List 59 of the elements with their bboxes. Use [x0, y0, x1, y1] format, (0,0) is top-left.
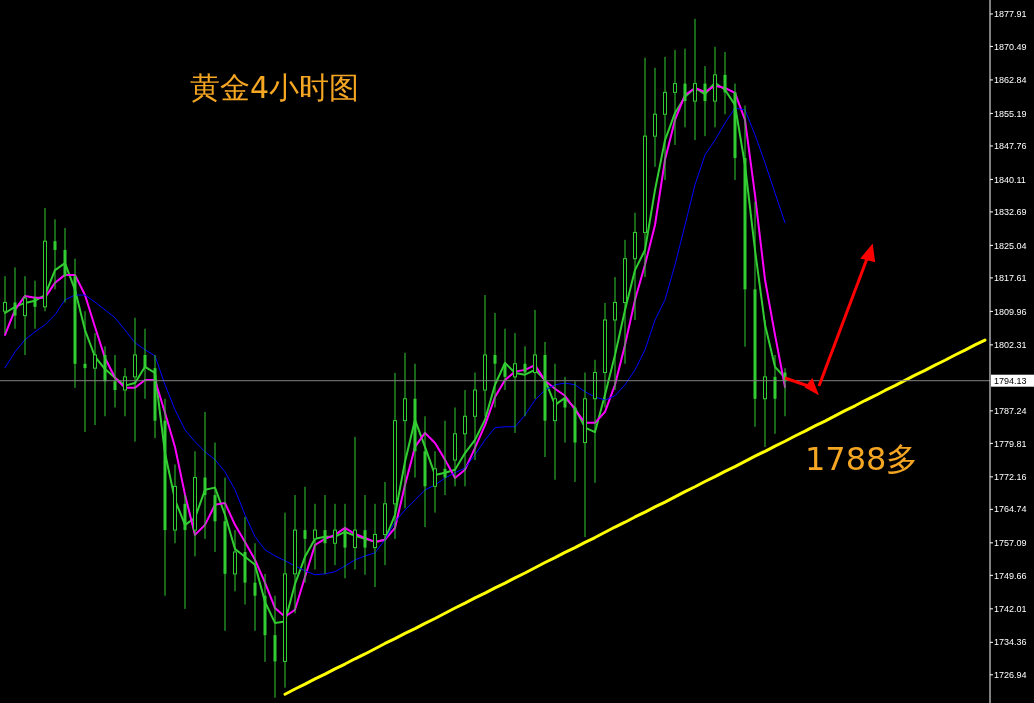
annotation: 1788多	[805, 440, 919, 478]
candlestick	[133, 317, 137, 443]
candlestick	[463, 389, 467, 487]
candlestick	[553, 363, 557, 481]
line-series	[283, 338, 987, 696]
y-tick-label: 1802.31	[994, 340, 1027, 351]
ref-line-label: 1794.13	[994, 375, 1027, 386]
y-tick-label: 1825.04	[994, 240, 1027, 251]
y-tick-label: 1840.11	[994, 174, 1026, 185]
y-tick-label: 1764.74	[994, 504, 1027, 515]
candlestick	[433, 450, 437, 514]
candlestick	[83, 310, 87, 433]
y-tick-label: 1877.91	[994, 9, 1027, 20]
candlestick	[373, 503, 377, 588]
y-tick-label: 1726.94	[994, 669, 1027, 680]
candlestick	[403, 352, 407, 509]
candlestick	[303, 486, 307, 584]
candlestick	[443, 420, 447, 496]
candlestick	[613, 276, 617, 391]
candlestick	[203, 411, 207, 540]
text: 黄金4小时图	[190, 70, 360, 105]
y-tick-label: 1749.66	[994, 570, 1027, 581]
candlestick	[513, 332, 517, 434]
candlestick	[323, 494, 327, 575]
candlestick	[233, 529, 237, 592]
y-tick-label: 1734.36	[994, 637, 1027, 648]
y-tick-label: 1809.96	[994, 306, 1027, 317]
candlestick	[363, 494, 367, 576]
candlestick	[343, 503, 347, 579]
candlestick	[143, 328, 147, 400]
y-tick-label: 1870.49	[994, 41, 1027, 52]
y-tick-label: 1847.76	[994, 141, 1027, 152]
candlestick	[563, 376, 567, 444]
candlestick	[33, 280, 37, 330]
candlestick	[13, 266, 17, 330]
candlestick	[523, 345, 527, 417]
candlestick	[503, 328, 507, 391]
candlestick	[353, 436, 357, 570]
y-tick-label: 1757.09	[994, 537, 1027, 548]
candlestick	[313, 503, 317, 570]
candlestick	[773, 354, 777, 435]
candlestick	[123, 367, 127, 417]
candlestick	[653, 67, 657, 168]
y-tick-label: 1855.19	[994, 108, 1027, 119]
candlestick	[763, 319, 767, 448]
y-tick-label: 1787.24	[994, 406, 1027, 417]
y-tick-label: 1772.16	[994, 472, 1027, 483]
candlestick	[333, 503, 337, 566]
candlestick	[23, 275, 27, 356]
y-tick-label: 1862.84	[994, 75, 1027, 86]
candlestick	[113, 354, 117, 409]
y-tick-label: 1779.81	[994, 438, 1027, 449]
y-tick-label: 1742.01	[994, 603, 1027, 614]
y-tick-label: 1832.69	[994, 207, 1027, 218]
candlestick	[533, 309, 537, 400]
candlestick	[53, 218, 57, 290]
candlestick	[493, 312, 497, 409]
y-tick-label: 1817.61	[994, 273, 1027, 284]
candlestick	[93, 332, 97, 426]
